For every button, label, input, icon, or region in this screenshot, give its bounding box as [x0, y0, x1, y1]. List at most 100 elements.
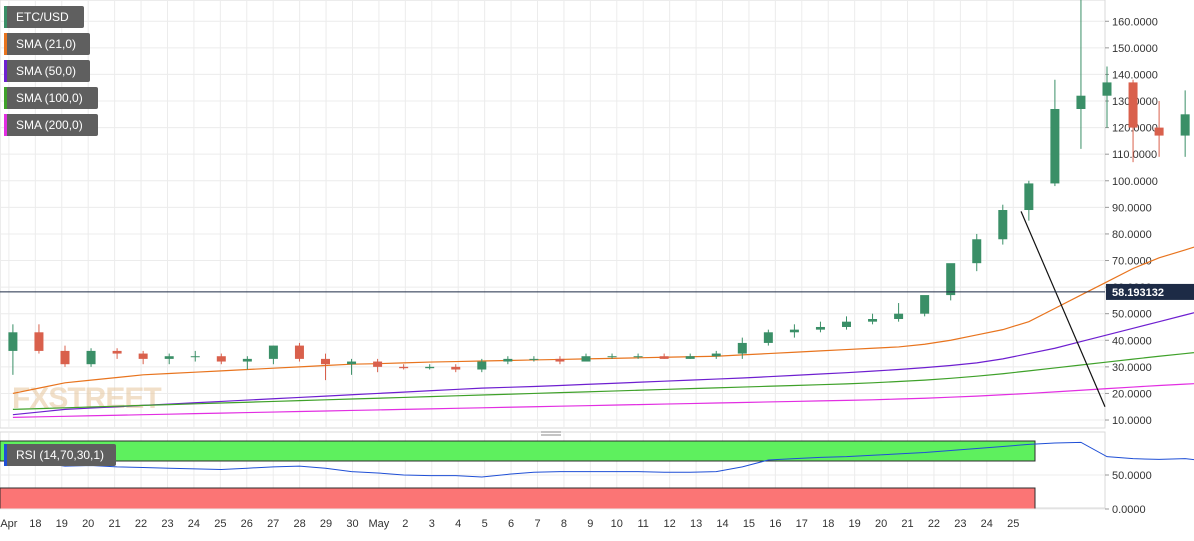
legend-rsi-label: RSI (14,70,30,1) [16, 448, 105, 462]
x-axis-label: 24 [188, 518, 200, 530]
x-axis-label: 17 [796, 518, 808, 530]
price-tick-label: 140.0000 [1112, 69, 1158, 81]
candle-body [399, 366, 409, 369]
candle-body [868, 319, 878, 322]
x-axis-label: 12 [664, 518, 676, 530]
candle-body [190, 356, 200, 358]
legend-etcusd[interactable]: ETC/USD [4, 6, 84, 28]
sma-line-2 [12, 352, 1194, 410]
candle-body [477, 361, 487, 370]
candle-body [1154, 127, 1164, 136]
candle-body [1076, 95, 1086, 109]
price-tick-label: 80.0000 [1112, 229, 1152, 241]
x-axis-label: 26 [241, 518, 253, 530]
sma-line-1 [12, 312, 1194, 416]
price-tick-label: 90.0000 [1112, 202, 1152, 214]
legend-sma50[interactable]: SMA (50,0) [4, 60, 90, 82]
x-axis-label: 20 [875, 518, 887, 530]
sma-line-3 [12, 383, 1194, 418]
candle-body [555, 358, 565, 362]
x-axis-label: Apr [0, 518, 17, 530]
x-axis-label: 20 [82, 518, 94, 530]
x-axis-label: 11 [638, 518, 649, 530]
x-axis-label: 15 [743, 518, 755, 530]
candle-body [242, 358, 252, 362]
candle-body [86, 350, 96, 365]
rsi-oversold-zone [0, 487, 1036, 510]
legend-sma50-swatch [4, 60, 7, 82]
candle-body [8, 332, 18, 351]
candle-body [216, 356, 226, 362]
legend-sma100-label: SMA (100,0) [16, 91, 83, 105]
x-axis-label: 16 [769, 518, 781, 530]
candle-body [34, 332, 44, 351]
candle-body [529, 358, 539, 360]
rsi-tick-label: 0.0000 [1112, 504, 1146, 516]
legend-sma50-label: SMA (50,0) [16, 64, 77, 78]
legend-rsi[interactable]: RSI (14,70,30,1) [4, 444, 116, 466]
candle-body [685, 356, 695, 359]
current-price-label: 58.193132 [1112, 287, 1164, 299]
candle-body [789, 329, 799, 333]
price-tick-label: 30.0000 [1112, 362, 1152, 374]
candle-body [373, 361, 383, 367]
price-tick-label: 160.0000 [1112, 16, 1158, 28]
candle-body [138, 353, 148, 359]
price-tick-label: 10.0000 [1112, 415, 1152, 427]
legend-sma200-swatch [4, 114, 7, 136]
price-tick-label: 20.0000 [1112, 388, 1152, 400]
legend-sma21-swatch [4, 33, 7, 55]
legend-sma200-label: SMA (200,0) [16, 118, 83, 132]
legend-sma21[interactable]: SMA (21,0) [4, 33, 90, 55]
rsi-line [12, 441, 1194, 478]
price-tick-label: 150.0000 [1112, 43, 1158, 55]
x-axis-label: 24 [981, 518, 993, 530]
candle-body [711, 353, 721, 357]
candle-body [894, 313, 904, 320]
x-axis-label: 2 [402, 518, 408, 530]
candle-body [294, 345, 304, 359]
x-axis-label: 10 [611, 518, 623, 530]
candle-body [842, 321, 851, 327]
candle-body [1102, 82, 1112, 96]
x-axis-label: May [369, 518, 390, 530]
candle-body [1024, 183, 1034, 211]
candle-body [347, 361, 357, 365]
x-axis-label: 23 [161, 518, 173, 530]
candle-body [972, 239, 982, 264]
price-tick-label: 40.0000 [1112, 335, 1152, 347]
price-tick-label: 120.0000 [1112, 123, 1158, 135]
legend-rsi-swatch [4, 444, 7, 466]
x-axis-label: 25 [214, 518, 226, 530]
candle-body [268, 345, 278, 359]
candle-body [164, 356, 174, 359]
x-axis-label: 8 [561, 518, 567, 530]
price-tick-label: 100.0000 [1112, 176, 1158, 188]
legend-etcusd-label: ETC/USD [16, 10, 69, 24]
candle-body [659, 356, 669, 359]
legend-sma21-label: SMA (21,0) [16, 37, 77, 51]
candle-body [1050, 108, 1060, 184]
candle-body [1180, 114, 1190, 136]
x-axis-label: 4 [455, 518, 461, 530]
rsi-overbought-zone [0, 440, 1036, 462]
candle-body [581, 356, 591, 362]
price-tick-label: 110.0000 [1112, 149, 1157, 161]
x-axis-label: 7 [534, 518, 540, 530]
x-axis-label: 14 [716, 518, 728, 530]
candle-body [451, 366, 461, 370]
candle-body [607, 356, 617, 358]
candle-body [815, 326, 825, 330]
price-tick-label: 70.0000 [1112, 256, 1152, 268]
x-axis-label: 6 [508, 518, 514, 530]
legend-sma200[interactable]: SMA (200,0) [4, 114, 98, 136]
x-axis-label: 13 [690, 518, 702, 530]
x-axis-label: 25 [1007, 518, 1019, 530]
trendline [1020, 211, 1106, 407]
x-axis-label: 21 [108, 518, 120, 530]
x-axis-label: 19 [849, 518, 861, 530]
legend-sma100[interactable]: SMA (100,0) [4, 87, 98, 109]
candle-body [946, 263, 956, 296]
